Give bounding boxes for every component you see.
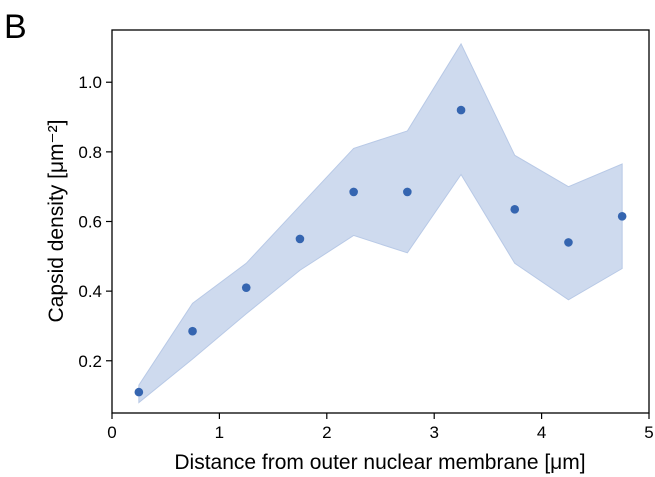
x-tick-label: 5 — [644, 423, 653, 442]
x-tick-label: 1 — [215, 423, 224, 442]
data-point — [403, 187, 412, 197]
x-tick-label: 3 — [429, 423, 438, 442]
y-axis-label: Capsid density [μm⁻²] — [45, 120, 68, 323]
confidence-band — [138, 42, 623, 404]
x-tick-label: 4 — [537, 423, 546, 442]
x-axis-ticks: 0 1 2 3 4 5 — [107, 413, 654, 442]
y-tick-label: 0.4 — [78, 282, 102, 301]
data-point — [617, 211, 627, 221]
y-axis-ticks: 0.2 0.4 0.6 0.8 1.0 — [78, 73, 112, 371]
data-points — [134, 105, 627, 397]
data-point — [564, 238, 573, 247]
data-point — [134, 387, 144, 397]
plot-area — [111, 29, 650, 414]
data-point — [188, 326, 197, 336]
y-tick-label: 1.0 — [78, 73, 102, 92]
x-axis-label: Distance from outer nuclear membrane [μm… — [174, 451, 585, 474]
y-tick-label: 0.6 — [78, 213, 102, 232]
data-point — [241, 283, 251, 292]
data-point — [456, 105, 466, 115]
y-tick-label: 0.2 — [78, 352, 102, 371]
data-point — [295, 234, 305, 244]
data-point — [349, 187, 358, 197]
data-point — [510, 205, 520, 214]
y-tick-label: 0.8 — [78, 143, 102, 162]
x-tick-label: 0 — [107, 423, 116, 442]
panel-label: B — [4, 8, 27, 46]
x-tick-label: 2 — [322, 423, 331, 442]
